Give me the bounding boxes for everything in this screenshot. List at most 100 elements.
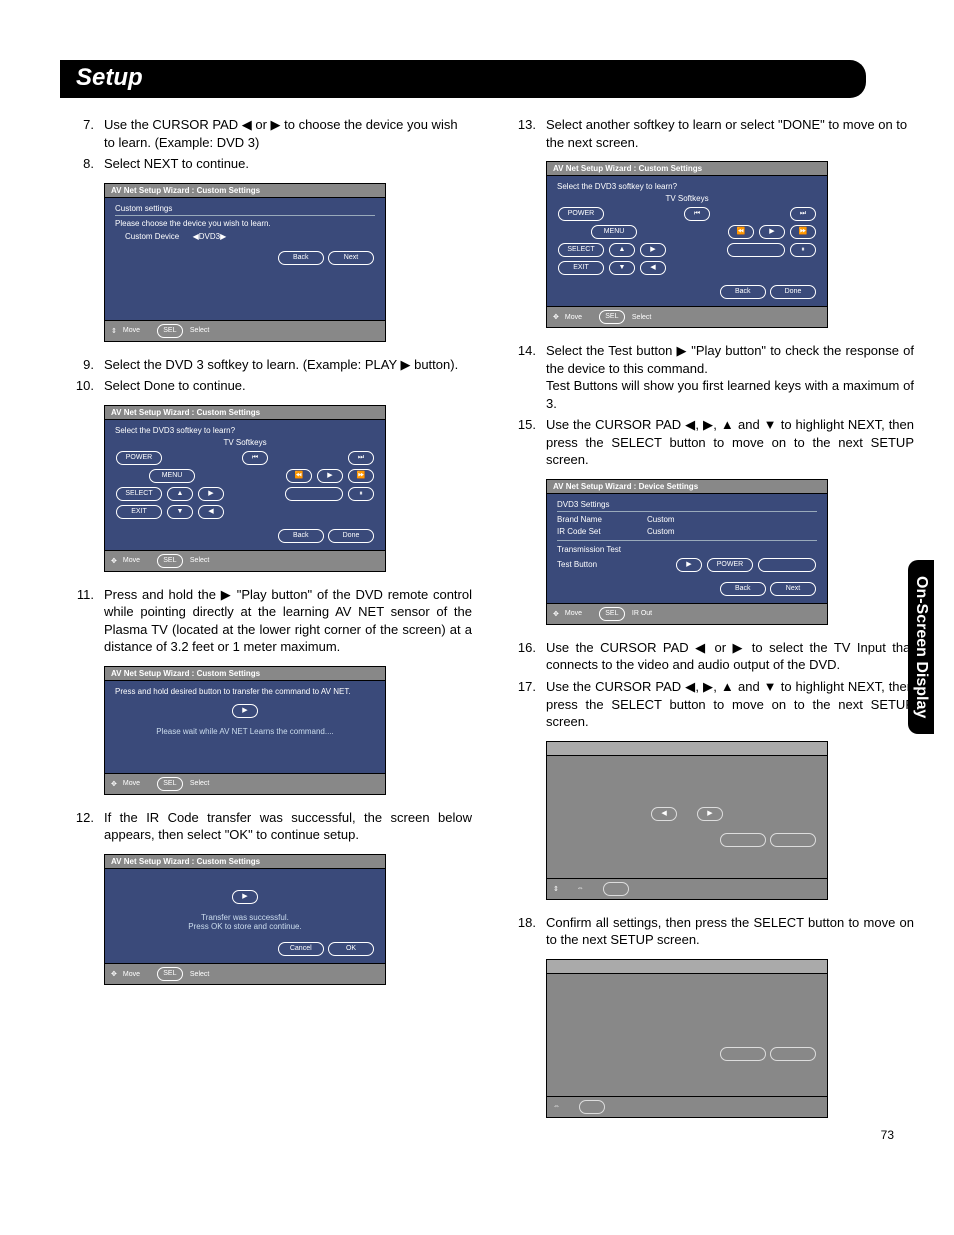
ss-text: Select the DVD3 softkey to learn? <box>115 426 375 435</box>
sel-icon <box>579 1100 605 1114</box>
ffwd-button[interactable]: ⏩ <box>348 469 374 483</box>
step-text: Use the CURSOR PAD ◀ or ▶ to choose the … <box>104 116 472 151</box>
foot-move: Move <box>123 327 140 334</box>
cancel-button[interactable]: Cancel <box>278 942 324 956</box>
step-text: Use the CURSOR PAD ◀, ▶, ▲ and ▼ to high… <box>546 678 914 731</box>
down-button[interactable]: ▼ <box>167 505 193 519</box>
prev-input[interactable]: ◀ <box>651 807 677 821</box>
step-number: 11. <box>60 586 104 656</box>
up-button[interactable]: ▲ <box>167 487 193 501</box>
ss-text: TV Softkeys <box>115 438 375 447</box>
page-number: 73 <box>881 1128 894 1142</box>
sel-icon: SEL <box>157 967 183 981</box>
right-button[interactable]: ▶ <box>640 243 666 257</box>
step-number: 13. <box>502 116 546 151</box>
done-button[interactable]: Done <box>770 285 816 299</box>
rewind-button[interactable]: ⏪ <box>728 225 754 239</box>
step-text: If the IR Code transfer was successful, … <box>104 809 472 844</box>
skip-fwd-button[interactable]: ⏭ <box>790 207 816 221</box>
left-button[interactable]: ◀ <box>640 261 666 275</box>
device-selector[interactable]: ◀DVD3▶ <box>193 232 227 241</box>
next-button[interactable] <box>770 1047 816 1061</box>
ss-title: AV Net Setup Wizard : Custom Settings <box>547 162 827 176</box>
ffwd-button[interactable]: ⏩ <box>790 225 816 239</box>
section-title: Setup <box>76 64 850 92</box>
pause-button[interactable]: ⏸ <box>348 487 374 501</box>
back-button[interactable]: Back <box>720 285 766 299</box>
right-column: 13. Select another softkey to learn or s… <box>502 116 914 1132</box>
foot-move: Move <box>123 971 140 978</box>
ss-title: AV Net Setup Wizard : Custom Settings <box>105 855 385 869</box>
next-button[interactable]: Next <box>328 251 374 265</box>
step-number: 10. <box>60 377 104 395</box>
ircode-label: IR Code Set <box>557 527 627 536</box>
blank-button[interactable] <box>727 243 785 257</box>
right-button[interactable]: ▶ <box>198 487 224 501</box>
exit-button[interactable]: EXIT <box>558 261 604 275</box>
foot-move: Move <box>565 610 582 617</box>
ss-title: AV Net Setup Wizard : Custom Settings <box>105 184 385 198</box>
screenshot-input-select: ◀ ▶ ⇕ ⇔ <box>546 741 828 900</box>
step-number: 7. <box>60 116 104 151</box>
ss-wait-text: Please wait while AV NET Learns the comm… <box>115 723 375 740</box>
next-button[interactable]: Next <box>770 582 816 596</box>
play-icon: ▶ <box>232 890 258 904</box>
up-button[interactable]: ▲ <box>609 243 635 257</box>
foot-irout: IR Out <box>632 610 652 617</box>
skip-back-button[interactable]: ⏮ <box>684 207 710 221</box>
done-button[interactable]: Done <box>328 529 374 543</box>
screenshot-confirm: ⇔ <box>546 959 828 1118</box>
next-input[interactable]: ▶ <box>697 807 723 821</box>
step-number: 16. <box>502 639 546 674</box>
back-button[interactable]: Back <box>278 529 324 543</box>
screenshot-device-settings: AV Net Setup Wizard : Device Settings DV… <box>546 479 828 625</box>
rewind-button[interactable]: ⏪ <box>286 469 312 483</box>
back-button[interactable] <box>720 1047 766 1061</box>
sel-icon: SEL <box>157 554 183 568</box>
blank-button[interactable] <box>758 558 816 572</box>
lr-icon: ⇔ <box>577 885 584 892</box>
blank-button[interactable] <box>285 487 343 501</box>
move-icon: ⇕ <box>111 327 117 335</box>
power-button[interactable]: POWER <box>558 207 604 221</box>
ok-button[interactable]: OK <box>328 942 374 956</box>
select-button[interactable]: SELECT <box>116 487 162 501</box>
ss-msg: Press OK to store and continue. <box>115 922 375 931</box>
skip-fwd-button[interactable]: ⏭ <box>348 451 374 465</box>
foot-move: Move <box>123 780 140 787</box>
play-button[interactable]: ▶ <box>317 469 343 483</box>
test-power-button[interactable]: POWER <box>707 558 753 572</box>
ss-title <box>547 742 827 756</box>
back-button[interactable] <box>720 833 766 847</box>
screenshot-success: AV Net Setup Wizard : Custom Settings ▶ … <box>104 854 386 985</box>
next-button[interactable] <box>770 833 816 847</box>
down-button[interactable]: ▼ <box>609 261 635 275</box>
screenshot-learning: AV Net Setup Wizard : Custom Settings Pr… <box>104 666 386 795</box>
test-play-button[interactable]: ▶ <box>676 558 702 572</box>
ircode-value: Custom <box>647 527 675 536</box>
back-button[interactable]: Back <box>278 251 324 265</box>
skip-back-button[interactable]: ⏮ <box>242 451 268 465</box>
pause-button[interactable]: ⏸ <box>790 243 816 257</box>
left-button[interactable]: ◀ <box>198 505 224 519</box>
sel-icon: SEL <box>599 310 625 324</box>
sel-icon <box>603 882 629 896</box>
menu-button[interactable]: MENU <box>149 469 195 483</box>
ss-text: Press and hold desired button to transfe… <box>115 687 375 696</box>
ss-subheader: DVD3 Settings <box>557 500 817 512</box>
ss-msg: Transfer was successful. <box>115 913 375 922</box>
exit-button[interactable]: EXIT <box>116 505 162 519</box>
move-icon: ✥ <box>553 610 559 618</box>
step-text: Select another softkey to learn or selec… <box>546 116 914 151</box>
menu-button[interactable]: MENU <box>591 225 637 239</box>
sel-icon: SEL <box>599 607 625 621</box>
power-button[interactable]: POWER <box>116 451 162 465</box>
back-button[interactable]: Back <box>720 582 766 596</box>
screenshot-softkeys: AV Net Setup Wizard : Custom Settings Se… <box>104 405 386 572</box>
columns: 7. Use the CURSOR PAD ◀ or ▶ to choose t… <box>60 116 914 1132</box>
move-icon: ✥ <box>111 557 117 565</box>
play-button[interactable]: ▶ <box>759 225 785 239</box>
screenshot-custom-device: AV Net Setup Wizard : Custom Settings Cu… <box>104 183 386 342</box>
select-button[interactable]: SELECT <box>558 243 604 257</box>
move-icon: ✥ <box>111 970 117 978</box>
